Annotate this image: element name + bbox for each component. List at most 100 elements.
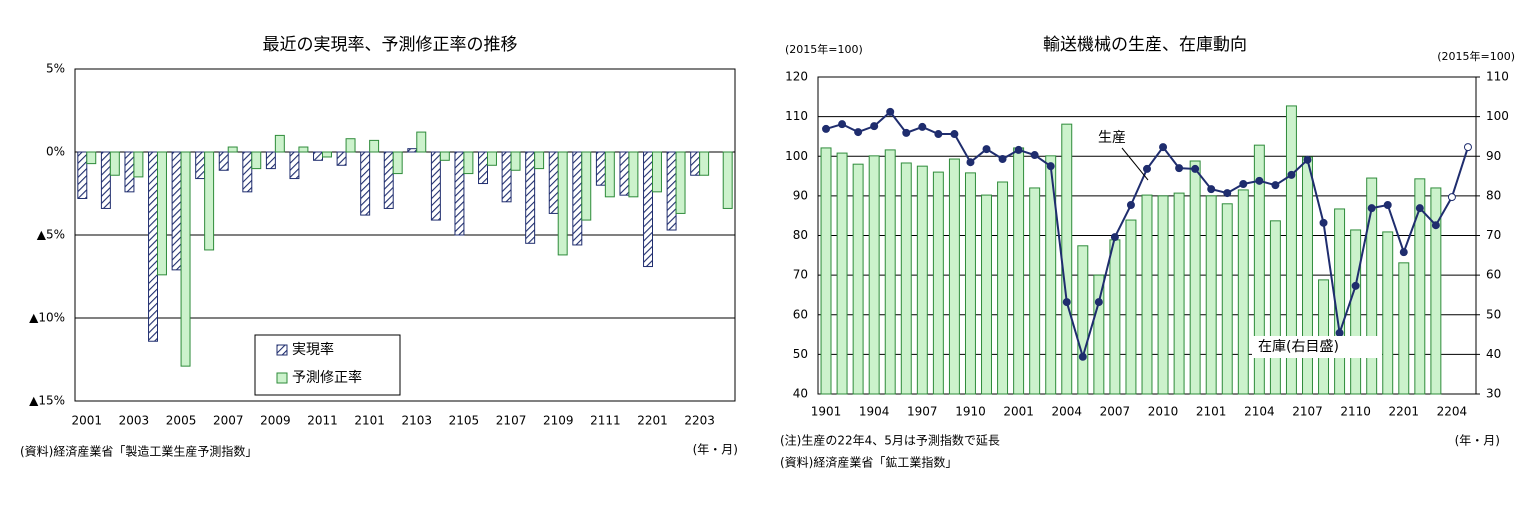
line-marker: [934, 130, 943, 139]
x-tick-label: 2004: [1051, 405, 1082, 419]
bar: [478, 151, 488, 185]
bar: [407, 148, 418, 153]
bar: [487, 151, 497, 166]
line-marker: [1110, 233, 1119, 242]
note: (注)生産の22年4、5月は予測指数で延長: [780, 433, 1000, 448]
line-marker: [854, 128, 863, 137]
annotation-arrow: [1121, 147, 1149, 181]
line-marker: [1126, 200, 1135, 209]
bar: [690, 151, 701, 176]
line-marker: [1287, 170, 1296, 179]
legend-swatch: [276, 344, 288, 356]
bar: [251, 151, 262, 170]
line-marker: [1046, 162, 1055, 171]
y-tick-label: 80: [793, 228, 808, 242]
x-unit: (年・月): [1455, 434, 1500, 448]
y-tick-label: 50: [793, 347, 808, 361]
bar: [1366, 177, 1378, 395]
line-marker: [1223, 189, 1232, 198]
line-marker: [902, 128, 911, 137]
bar: [124, 151, 135, 193]
bar: [1285, 105, 1297, 395]
bar: [86, 151, 97, 165]
x-tick-label: 1904: [859, 405, 890, 419]
bar: [1077, 245, 1089, 395]
bar: [699, 151, 710, 176]
line-marker: [998, 155, 1007, 164]
legend-swatch: [276, 372, 288, 384]
x-tick-label: 2107: [496, 414, 527, 428]
bar: [77, 151, 88, 199]
bar: [322, 151, 332, 158]
x-tick-label: 2201: [1389, 405, 1420, 419]
line-marker: [1207, 185, 1216, 194]
line-marker: [918, 122, 927, 131]
bar: [1157, 195, 1169, 395]
bar: [133, 151, 144, 178]
bar: [1045, 155, 1057, 395]
bar: [722, 151, 733, 209]
x-tick-label: 2009: [260, 414, 291, 428]
bar: [997, 181, 1009, 395]
bar: [525, 151, 536, 244]
x-tick-label: 2001: [1003, 405, 1034, 419]
y-tick-label: ▲10%: [29, 311, 65, 325]
x-tick-label: 2110: [1340, 405, 1371, 419]
y2-tick-label: 40: [1486, 347, 1501, 361]
bar: [289, 151, 300, 180]
y2-tick-label: 80: [1486, 188, 1501, 202]
bar: [109, 151, 120, 176]
bar: [666, 151, 677, 231]
x-tick-label: 2101: [1196, 405, 1227, 419]
x-tick-label: 2204: [1437, 405, 1468, 419]
legend-label: 実現率: [292, 341, 334, 358]
y2-tick-label: 110: [1486, 70, 1509, 84]
line-marker: [1191, 164, 1200, 173]
x-tick-label: 2203: [684, 414, 715, 428]
bar: [1398, 262, 1410, 395]
y2-tick-label: 60: [1486, 268, 1501, 282]
x-tick-label: 2011: [307, 414, 338, 428]
y-tick-label: 100: [785, 149, 808, 163]
bar: [595, 151, 606, 186]
bar: [916, 165, 928, 395]
bar: [557, 151, 568, 256]
line-marker: [1255, 176, 1264, 185]
bar: [171, 151, 182, 271]
bar: [1189, 160, 1201, 395]
bar: [1173, 192, 1185, 395]
line-marker: [950, 130, 959, 139]
line-marker: [1335, 328, 1344, 337]
bar: [628, 151, 639, 198]
line-marker: [822, 124, 831, 133]
y-tick-label: ▲5%: [37, 228, 65, 242]
bar: [652, 151, 662, 193]
bar: [100, 151, 111, 209]
bar: [430, 151, 441, 221]
x-unit: (年・月): [693, 443, 738, 457]
bar: [227, 146, 238, 153]
bar: [345, 138, 356, 153]
x-tick-label: 2003: [119, 414, 150, 428]
bar: [1125, 219, 1137, 395]
x-tick-label: 2001: [72, 414, 103, 428]
x-tick-label: 2105: [449, 414, 480, 428]
y-tick-label: 40: [793, 387, 808, 401]
bar: [643, 151, 653, 268]
line-marker: [1143, 164, 1151, 173]
bar: [501, 151, 512, 203]
x-tick-label: 2104: [1244, 405, 1275, 419]
line-marker: [870, 122, 879, 131]
line-marker: [1271, 181, 1280, 190]
bar: [218, 151, 229, 171]
line-marker: [1303, 155, 1312, 164]
bar: [180, 151, 191, 367]
chart-title: 輸送機械の生産、在庫動向: [1043, 35, 1247, 55]
bar: [868, 155, 880, 395]
y2-tick-label: 70: [1486, 228, 1501, 242]
bar: [675, 151, 686, 214]
bar: [1350, 229, 1362, 395]
legend-label: 予測修正率: [292, 369, 362, 386]
bar: [360, 151, 371, 216]
